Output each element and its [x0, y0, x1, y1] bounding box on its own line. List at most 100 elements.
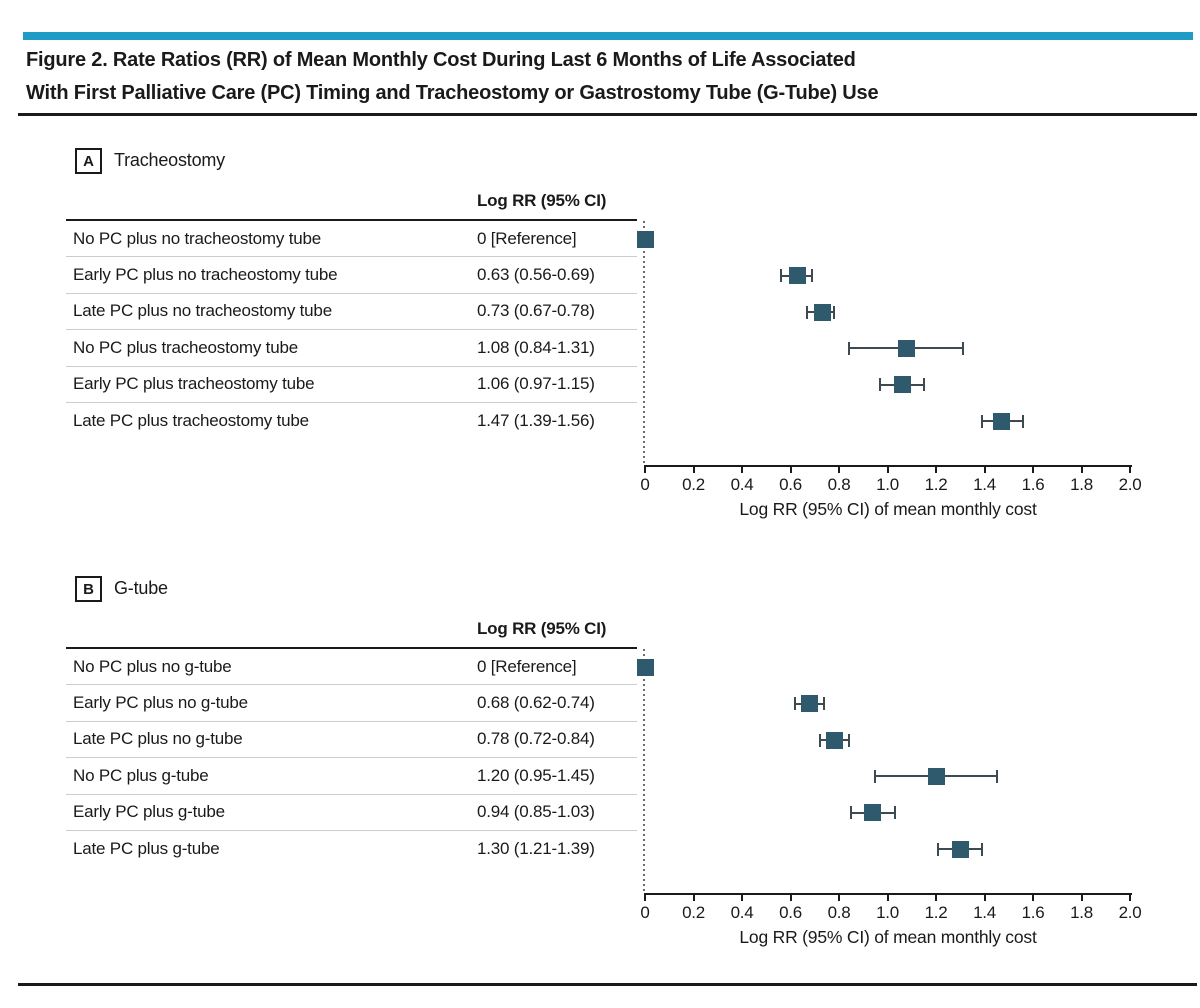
- table-row: Late PC plus no g-tube 0.78 (0.72-0.84): [66, 722, 637, 759]
- x-axis-tick: [886, 467, 889, 473]
- row-label: Late PC plus no g-tube: [73, 729, 243, 749]
- row-value: 0 [Reference]: [477, 228, 577, 248]
- x-axis-tick-label: 0.8: [827, 903, 851, 922]
- accent-bar: [23, 32, 1193, 40]
- ci-cap: [995, 769, 998, 783]
- ci-cap: [847, 341, 850, 355]
- figure-title-line1: Figure 2. Rate Ratios (RR) of Mean Month…: [26, 49, 856, 71]
- ci-cap: [981, 842, 984, 856]
- row-label: Late PC plus g-tube: [73, 839, 220, 859]
- point-estimate-marker: [864, 804, 882, 822]
- table-header-line: [66, 219, 637, 221]
- x-axis-tick-label: 0.6: [779, 903, 802, 922]
- ci-cap: [937, 842, 940, 856]
- row-label: Early PC plus g-tube: [73, 802, 225, 822]
- column-header: Log RR (95% CI): [477, 191, 607, 210]
- ci-cap: [806, 305, 809, 319]
- x-axis-tick: [1080, 895, 1083, 901]
- x-axis-tick: [644, 467, 646, 473]
- point-estimate-marker: [813, 303, 831, 321]
- x-axis-tick-label: 1.8: [1070, 903, 1093, 922]
- ci-cap: [833, 305, 836, 319]
- x-axis-tick: [1032, 895, 1034, 901]
- panel-key-box: B: [75, 576, 102, 602]
- zero-reference-line: [643, 221, 645, 466]
- x-axis-line: [644, 465, 1132, 467]
- table-row: Late PC plus tracheostomy tube 1.47 (1.39…: [66, 403, 637, 439]
- ci-cap: [794, 697, 797, 711]
- x-axis-tick-label: 1.4: [973, 475, 996, 494]
- row-label: Early PC plus no g-tube: [73, 693, 248, 713]
- x-axis-tick: [935, 467, 937, 473]
- table-row: Early PC plus g-tube 0.94 (0.85-1.03): [66, 795, 637, 831]
- ci-cap: [893, 806, 896, 820]
- ci-cap: [847, 733, 850, 747]
- x-axis-tick-label: 1.6: [1021, 475, 1045, 494]
- row-value: 0.78 (0.72-0.84): [477, 729, 595, 749]
- row-label: Early PC plus tracheostomy tube: [73, 374, 315, 394]
- x-axis-tick-label: 1.2: [924, 475, 948, 494]
- x-axis-label: Log RR (95% CI) of mean monthly cost: [739, 927, 1037, 947]
- x-axis-tick: [789, 895, 792, 901]
- ci-cap: [879, 378, 882, 392]
- x-axis-tick: [692, 895, 695, 901]
- point-estimate-marker: [898, 339, 916, 357]
- forest-panel: B G-tube Log RR (95% CI) No PC plus no g…: [0, 576, 1200, 966]
- point-estimate-marker: [992, 412, 1010, 430]
- x-axis-tick: [886, 895, 889, 901]
- x-axis-tick: [644, 895, 646, 901]
- x-axis-label: Log RR (95% CI) of mean monthly cost: [739, 499, 1037, 519]
- x-axis-tick-label: 2.0: [1118, 475, 1142, 494]
- table-row: No PC plus no g-tube 0 [Reference]: [66, 649, 637, 686]
- x-axis-tick-label: 0: [640, 903, 650, 922]
- x-axis-tick: [789, 467, 792, 473]
- point-estimate-marker: [636, 658, 654, 676]
- x-axis-tick-label: 2.0: [1118, 903, 1142, 922]
- figure-title: Figure 2. Rate Ratios (RR) of Mean Month…: [26, 44, 879, 110]
- x-axis-tick: [692, 467, 695, 473]
- bottom-rule: [18, 983, 1197, 986]
- x-axis-tick-label: 0.4: [730, 903, 754, 922]
- row-value: 1.47 (1.39-1.56): [477, 411, 595, 431]
- zero-reference-line: [643, 649, 645, 894]
- ci-cap: [1022, 414, 1025, 428]
- table-row: Late PC plus no tracheostomy tube 0.73 (0…: [66, 294, 637, 331]
- point-estimate-marker: [801, 695, 819, 713]
- panel-letter: B: [83, 580, 94, 598]
- ci-cap: [818, 733, 821, 747]
- figure-title-line2: With First Palliative Care (PC) Timing a…: [26, 82, 879, 104]
- row-value: 0.73 (0.67-0.78): [477, 301, 595, 321]
- row-label: No PC plus no g-tube: [73, 656, 232, 676]
- row-label: No PC plus tracheostomy tube: [73, 337, 298, 357]
- panel-letter: A: [83, 152, 94, 170]
- x-axis-tick: [1080, 467, 1083, 473]
- x-axis-tick-label: 0: [640, 475, 650, 494]
- x-axis-tick: [1129, 467, 1131, 473]
- row-value: 0.68 (0.62-0.74): [477, 693, 595, 713]
- x-axis-tick-label: 0.4: [730, 475, 754, 494]
- x-axis-tick-label: 1.0: [876, 475, 899, 494]
- x-axis-tick-label: 1.8: [1070, 475, 1093, 494]
- row-label: No PC plus g-tube: [73, 765, 209, 785]
- ci-cap: [961, 341, 964, 355]
- row-value: 1.20 (0.95-1.45): [477, 765, 595, 785]
- table-row: No PC plus tracheostomy tube 1.08 (0.84-1…: [66, 330, 637, 367]
- x-axis-tick: [935, 895, 937, 901]
- x-axis-tick: [1032, 467, 1034, 473]
- point-estimate-marker: [951, 840, 969, 858]
- table-row: Early PC plus no g-tube 0.68 (0.62-0.74): [66, 685, 637, 722]
- table-row: Early PC plus no tracheostomy tube 0.63 (…: [66, 257, 637, 294]
- table-row: Late PC plus g-tube 1.30 (1.21-1.39): [66, 831, 637, 867]
- ci-cap: [811, 269, 814, 283]
- x-axis-tick-label: 0.2: [682, 475, 705, 494]
- ci-cap: [981, 414, 984, 428]
- ci-cap: [779, 269, 782, 283]
- x-axis-tick: [741, 895, 743, 901]
- x-axis-line: [644, 893, 1132, 895]
- panel-key-box: A: [75, 148, 102, 174]
- table-row: No PC plus no tracheostomy tube 0 [Refere…: [66, 221, 637, 258]
- row-label: Late PC plus tracheostomy tube: [73, 411, 309, 431]
- table-header-line: [66, 647, 637, 649]
- x-axis-tick: [741, 467, 743, 473]
- x-axis-tick: [1129, 895, 1131, 901]
